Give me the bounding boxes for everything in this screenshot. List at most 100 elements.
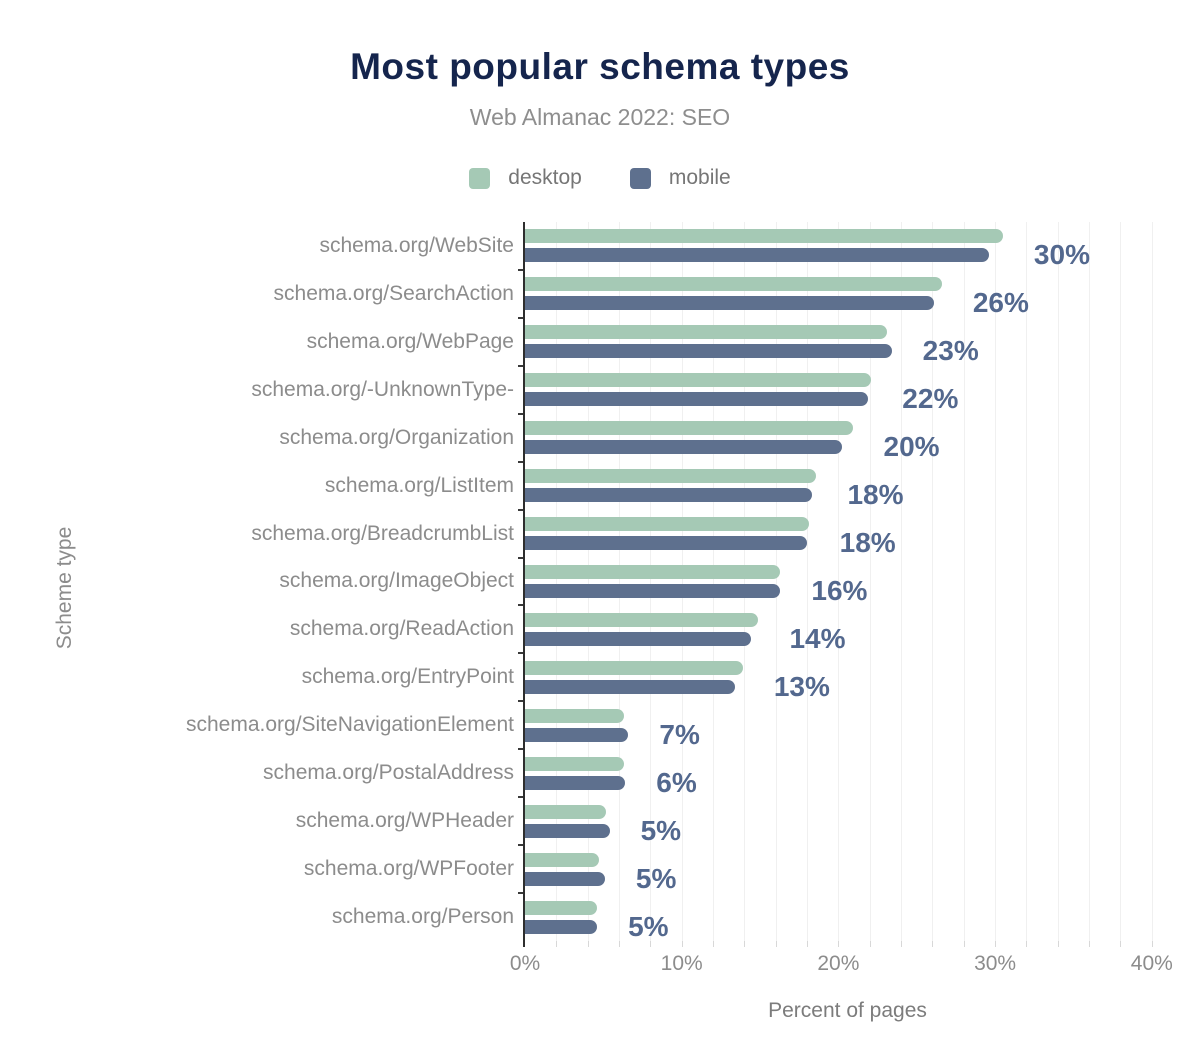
x-tick-label: 20%: [817, 952, 860, 975]
x-axis-tick: [775, 941, 777, 947]
gridline: [1120, 222, 1122, 941]
mobile-swatch-icon: [629, 167, 651, 189]
bar-desktop: [525, 469, 817, 484]
y-axis-tick: [518, 508, 523, 511]
x-tick-label: 30%: [974, 952, 1017, 975]
bar-mobile: [525, 631, 751, 646]
bar-mobile: [525, 679, 735, 694]
gridline: [556, 222, 558, 941]
gridline: [932, 222, 934, 941]
bar-row: schema.org/ImageObject 16%: [279, 558, 1170, 606]
x-axis-tick: [1057, 941, 1059, 947]
category-label: schema.org/ReadAction: [289, 617, 514, 641]
y-axis-tick: [518, 604, 523, 607]
bar-row: schema.org/WebPage 23%: [307, 318, 1170, 367]
bar-mobile: [525, 919, 598, 934]
value-label: 5%: [635, 862, 677, 894]
category-label: schema.org/Organization: [279, 425, 514, 449]
y-axis-tick: [518, 700, 523, 703]
gridline: [869, 222, 871, 941]
gridline: [744, 222, 746, 941]
bar-row: schema.org/WPHeader 5%: [296, 797, 1170, 846]
bar-mobile: [525, 823, 610, 838]
x-axis-tick: [1089, 941, 1091, 947]
category-label: schema.org/Person: [331, 905, 514, 929]
bar-mobile: [525, 775, 626, 790]
bar-desktop: [525, 900, 598, 915]
category-label: schema.org/WebSite: [319, 233, 514, 257]
bar-mobile: [525, 536, 808, 551]
y-axis-tick: [518, 268, 523, 271]
x-axis-tick: [901, 941, 903, 947]
bar-row: schema.org/SearchAction 26%: [274, 270, 1170, 318]
y-axis-tick: [518, 652, 523, 655]
category-label: schema.org/SearchAction: [273, 281, 514, 305]
category-label: schema.org/EntryPoint: [301, 665, 514, 689]
value-label: 18%: [839, 527, 896, 559]
category-label: schema.org/WebPage: [306, 329, 514, 353]
bar-desktop: [525, 852, 599, 867]
category-label: schema.org/SiteNavigationElement: [185, 713, 514, 737]
bar-mobile: [525, 344, 892, 359]
x-axis-tick: [744, 941, 746, 947]
gridline: [807, 222, 809, 941]
gridline: [1151, 222, 1153, 941]
y-axis-tick: [518, 316, 523, 319]
value-label: 22%: [902, 383, 959, 415]
y-axis-tick: [518, 460, 523, 463]
category-label: schema.org/WPFooter: [303, 857, 514, 881]
legend: desktop mobile: [0, 166, 1200, 190]
y-axis-tick: [518, 748, 523, 751]
gridline: [838, 222, 840, 941]
bar-row: schema.org/WPFooter 5%: [304, 845, 1170, 894]
bar-desktop: [525, 517, 809, 532]
gridline: [650, 222, 652, 941]
value-label: 5%: [640, 814, 682, 846]
value-label: 6%: [656, 766, 697, 798]
x-axis-tick: [1026, 941, 1028, 947]
value-label: 16%: [811, 574, 868, 606]
value-label: 23%: [922, 335, 979, 367]
y-axis-tick: [518, 892, 523, 895]
bar-desktop: [525, 660, 743, 675]
x-axis-tick: [681, 941, 683, 947]
category-label: schema.org/PostalAddress: [263, 761, 514, 785]
legend-item-desktop: desktop: [469, 166, 582, 190]
bar-row: schema.org/ReadAction 14%: [290, 605, 1170, 654]
category-label: schema.org/-UnknownType-: [251, 377, 514, 401]
gridline: [1057, 222, 1059, 941]
legend-item-mobile: mobile: [629, 166, 731, 190]
x-axis-tick: [1151, 941, 1153, 947]
bar-desktop: [525, 277, 942, 292]
y-axis-tick: [518, 844, 523, 847]
x-tick-label: 10%: [660, 952, 703, 975]
bar-row: schema.org/EntryPoint 13%: [302, 653, 1170, 702]
bar-mobile: [525, 296, 934, 311]
x-axis-tick: [713, 941, 715, 947]
gridline: [995, 222, 997, 941]
gridline: [619, 222, 621, 941]
legend-label-mobile: mobile: [668, 166, 731, 189]
gridline: [901, 222, 903, 941]
x-axis-tick: [869, 941, 871, 947]
bar-desktop: [525, 421, 853, 436]
bar-row: schema.org/ListItem 18%: [325, 462, 1170, 510]
bar-desktop: [525, 612, 759, 627]
x-axis-tick: [963, 941, 965, 947]
gridline: [587, 222, 589, 941]
value-label: 20%: [883, 431, 940, 463]
value-label: 5%: [628, 910, 669, 942]
x-axis-tick: [995, 941, 997, 947]
gridline: [681, 222, 683, 941]
x-axis-tick: [807, 941, 809, 947]
value-label: 30%: [1033, 239, 1090, 271]
chart-subtitle: Web Almanac 2022: SEO: [469, 104, 731, 130]
bar-mobile: [525, 392, 869, 407]
x-axis-tick: [587, 941, 589, 947]
bar-row: schema.org/SiteNavigationElement 7%: [186, 701, 1170, 750]
x-tick-label: 0%: [509, 952, 541, 975]
gridline: [775, 222, 777, 941]
bar-desktop: [525, 708, 624, 723]
bar-desktop: [525, 325, 887, 340]
